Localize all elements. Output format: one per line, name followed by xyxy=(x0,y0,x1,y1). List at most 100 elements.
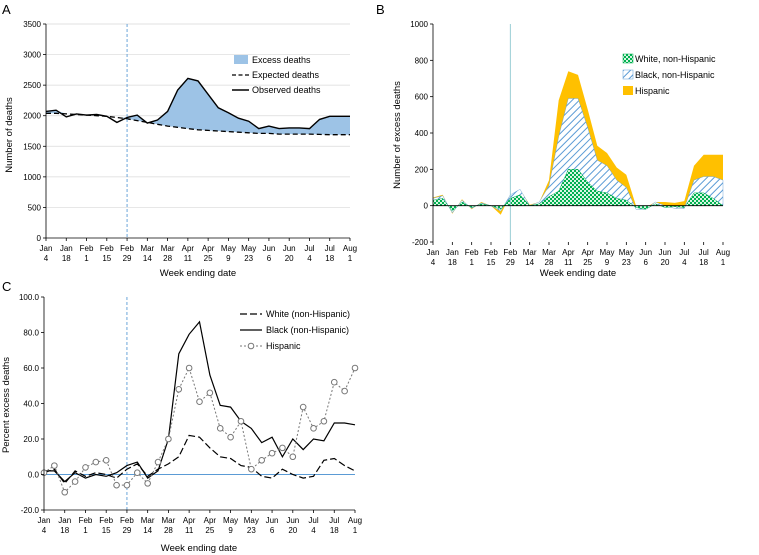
panel-b-xtick-day: 14 xyxy=(525,258,534,267)
hispanic-point xyxy=(196,398,203,406)
white-non-hispanic-line xyxy=(43,434,356,485)
hispanic-point xyxy=(258,457,266,464)
panel-c-xtick-month: Mar xyxy=(141,516,155,525)
panel-c-label: C xyxy=(2,279,11,294)
panel-a-xtick-day: 18 xyxy=(325,254,334,263)
panel-b-xtick-day: 6 xyxy=(643,258,648,267)
panel-c-xtick-month: Mar xyxy=(162,516,176,525)
panel-c-xtick-month: May xyxy=(223,516,238,525)
legend-white-swatch xyxy=(622,53,634,64)
panel-b-ylabel: Number of excess deaths xyxy=(392,81,403,189)
panel-c-ytick-label: 100.0 xyxy=(19,293,40,302)
panel-c-xtick-month: Jun xyxy=(286,516,299,525)
panel-c-xtick-day: 9 xyxy=(228,526,233,535)
panel-b-xtick-day: 20 xyxy=(661,258,670,267)
panel-b-xtick-month: May xyxy=(599,248,614,257)
panel-c-xtick-month: Jan xyxy=(58,516,71,525)
panel-c-xtick-month: Jun xyxy=(266,516,279,525)
panel-b-xtick-day: 1 xyxy=(469,258,474,267)
panel-c-ytick-label: 80.0 xyxy=(23,329,39,338)
panel-a-xtick-month: Mar xyxy=(140,244,154,253)
legend-hispanic-swatch xyxy=(623,86,633,95)
panel-a-xtick-month: Feb xyxy=(100,244,114,253)
panel-a-xtick-month: May xyxy=(241,244,256,253)
panel-b-axes: -20002004006008001000Jan4Jan18Feb1Feb15F… xyxy=(410,20,730,267)
panel-b-xtick-month: Feb xyxy=(503,248,517,257)
hispanic-point xyxy=(102,457,110,464)
panel-a-xtick-day: 15 xyxy=(102,254,111,263)
panel-a-xtick-day: 1 xyxy=(348,254,353,263)
panel-a-xtick-month: Apr xyxy=(182,244,195,253)
panel-a-ytick-label: 1500 xyxy=(23,142,41,151)
hispanic-point xyxy=(92,458,100,466)
panel-a-ytick-label: 0 xyxy=(37,234,42,243)
panel-a-xtick-day: 29 xyxy=(123,254,132,263)
panel-a-ylabel: Number of deaths xyxy=(4,97,15,173)
panel-c-ytick-label: -20.0 xyxy=(21,506,40,515)
panel-a-xtick-day: 1 xyxy=(84,254,89,263)
legend-excess-swatch xyxy=(234,55,248,64)
hispanic-point xyxy=(71,478,79,485)
panel-b-xtick-day: 25 xyxy=(583,258,592,267)
panel-c-xtick-day: 29 xyxy=(122,526,131,535)
panel-b-xtick-day: 11 xyxy=(564,258,573,267)
hispanic-point xyxy=(175,386,183,393)
expected-deaths-line xyxy=(46,112,350,136)
panel-a-ytick-label: 500 xyxy=(28,203,42,212)
hispanic-line xyxy=(43,366,356,494)
panel-c-ytick-label: 40.0 xyxy=(23,400,39,409)
panel-b-xtick-month: May xyxy=(619,248,634,257)
panel-b-xtick-month: Jul xyxy=(679,248,689,257)
hispanic-point xyxy=(51,462,58,469)
panel-c-xtick-month: Jan xyxy=(38,516,51,525)
panel-b-xtick-day: 4 xyxy=(682,258,687,267)
panel-a-xtick-day: 25 xyxy=(204,254,213,263)
panel-b-legend: White, non-Hispanic Black, non-Hispanic … xyxy=(622,53,716,96)
panel-c-xtick-day: 4 xyxy=(42,526,47,535)
panel-c-xtick-month: Aug xyxy=(348,516,362,525)
panel-a-xtick-month: Jan xyxy=(60,244,73,253)
panel-a-label: A xyxy=(2,2,11,17)
legend-hispanic-c-marker xyxy=(247,342,255,350)
panel-a-xtick-month: Jun xyxy=(283,244,296,253)
panel-a-xtick-day: 14 xyxy=(143,254,152,263)
panel-a-xtick-month: Feb xyxy=(80,244,94,253)
panel-b-xtick-month: Mar xyxy=(523,248,537,257)
panel-c-xtick-month: Apr xyxy=(204,516,217,525)
hispanic-point xyxy=(279,444,286,452)
panel-b-xtick-day: 18 xyxy=(448,258,457,267)
black-non-hispanic-line xyxy=(44,320,356,483)
legend-hispanic-label: Hispanic xyxy=(635,86,670,96)
panel-b-xtick-day: 28 xyxy=(545,258,554,267)
panel-a-xtick-month: Aug xyxy=(343,244,357,253)
panel-a: A 0500100015002000250030003500Jan4Jan18F… xyxy=(2,2,357,279)
panel-b-xtick-month: Jan xyxy=(446,248,459,257)
panel-a-axes: 0500100015002000250030003500Jan4Jan18Feb… xyxy=(23,20,357,263)
excess-deaths-area xyxy=(46,78,350,135)
panel-b-xtick-month: Jan xyxy=(427,248,440,257)
panel-b-xtick-day: 18 xyxy=(699,258,708,267)
legend-hispanic-c-label: Hispanic xyxy=(266,341,301,351)
panel-b-xlabel: Week ending date xyxy=(540,268,616,279)
panel-c-plot xyxy=(40,297,359,510)
legend-white-label: White, non-Hispanic xyxy=(635,54,716,64)
hispanic-point xyxy=(227,433,234,441)
panel-c-xtick-month: Feb xyxy=(99,516,113,525)
hispanic-point xyxy=(216,425,224,432)
panel-b: B -20002004006008001000Jan4Jan18Feb1Feb1… xyxy=(376,2,730,279)
panel-c-ylabel: Percent excess deaths xyxy=(1,357,12,453)
hispanic-point xyxy=(165,435,172,443)
panel-c-xtick-day: 6 xyxy=(270,526,275,535)
hispanic-point xyxy=(154,458,162,466)
panel-b-xtick-month: Jul xyxy=(699,248,709,257)
panel-a-legend: Excess deaths Expected deaths Observed d… xyxy=(232,55,321,95)
hispanic-point xyxy=(248,465,255,473)
panel-b-xtick-day: 23 xyxy=(622,258,631,267)
panel-c-xtick-day: 18 xyxy=(330,526,339,535)
legend-observed-label: Observed deaths xyxy=(252,85,321,95)
legend-black-nh-label: Black (non-Hispanic) xyxy=(266,325,349,335)
panel-c-xtick-month: Feb xyxy=(120,516,134,525)
panel-c-xtick-day: 1 xyxy=(83,526,88,535)
panel-c-xtick-day: 23 xyxy=(247,526,256,535)
panel-a-xtick-day: 18 xyxy=(62,254,71,263)
